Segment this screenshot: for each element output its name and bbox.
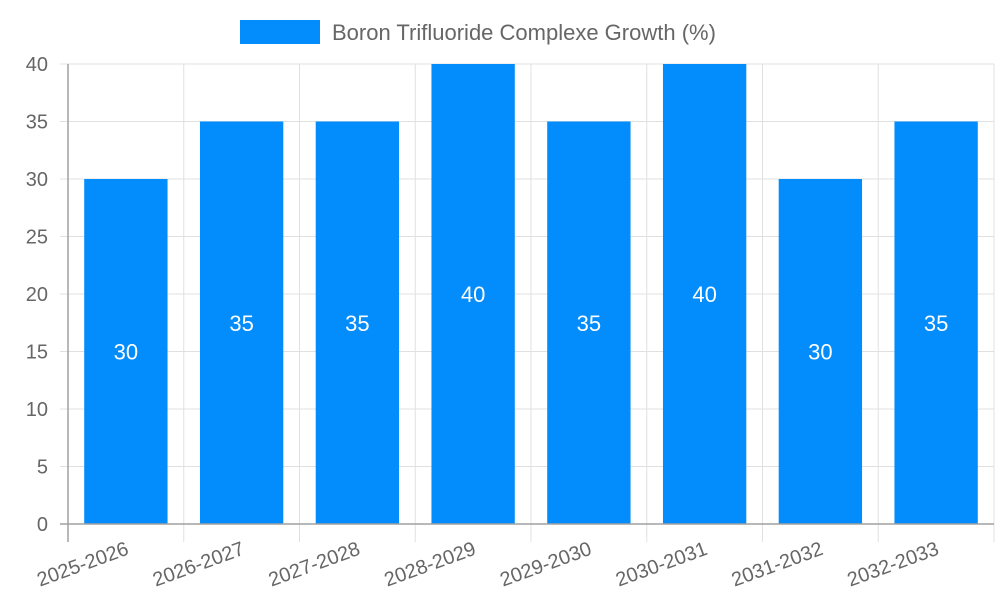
y-tick-label: 5 <box>37 457 48 479</box>
y-tick-label: 20 <box>26 284 48 306</box>
bar-2028-2029[interactable]: 40 <box>431 64 515 524</box>
bar-2032-2033[interactable]: 35 <box>894 121 978 525</box>
x-tick-label: 2025-2026 <box>34 538 131 591</box>
bar-2026-2027[interactable]: 35 <box>199 121 284 525</box>
bar-value-label: 30 <box>808 340 832 365</box>
bar-value-label: 35 <box>924 311 948 336</box>
bar[interactable] <box>662 64 747 524</box>
x-tick-label: 2026-2027 <box>150 538 247 591</box>
bar-value-label: 35 <box>229 311 253 336</box>
bars: 30 35 35 40 35 40 30 35 <box>84 64 978 524</box>
bar-value-label: 35 <box>577 311 601 336</box>
y-tick-label: 10 <box>26 399 48 421</box>
bar-2030-2031[interactable]: 40 <box>662 64 747 524</box>
y-tick-label: 0 <box>37 514 48 536</box>
x-tick-label: 2030-2031 <box>613 538 710 591</box>
bar[interactable] <box>547 121 631 525</box>
x-tick-label: 2027-2028 <box>266 538 363 591</box>
bar-value-label: 35 <box>345 311 369 336</box>
y-tick-label: 40 <box>26 54 48 76</box>
y-tick-label: 35 <box>26 112 48 134</box>
x-tick-label: 2029-2030 <box>497 538 594 591</box>
y-tick-label: 25 <box>26 227 48 249</box>
bar-2029-2030[interactable]: 35 <box>547 121 631 525</box>
bar[interactable] <box>778 179 863 524</box>
bar[interactable] <box>431 64 515 524</box>
bar-value-label: 40 <box>461 282 485 307</box>
bar-2025-2026[interactable]: 30 <box>84 179 168 524</box>
bar[interactable] <box>199 121 284 525</box>
bar[interactable] <box>894 121 978 525</box>
legend-label: Boron Trifluoride Complexe Growth (%) <box>332 20 716 45</box>
legend[interactable]: Boron Trifluoride Complexe Growth (%) <box>240 20 716 45</box>
y-tick-label: 15 <box>26 342 48 364</box>
bar-2031-2032[interactable]: 30 <box>778 179 863 524</box>
y-tick-label: 30 <box>26 169 48 191</box>
legend-swatch <box>240 20 320 44</box>
bar-value-label: 40 <box>692 282 716 307</box>
x-tick-label: 2031-2032 <box>729 538 826 591</box>
x-tick-label: 2028-2029 <box>381 538 478 591</box>
x-axis-tick-labels: 2025-2026 2026-2027 2027-2028 2028-2029 2029… <box>34 538 942 591</box>
y-axis-tick-labels: 0 5 10 15 20 25 30 35 40 <box>26 54 48 536</box>
axes <box>60 64 994 542</box>
x-tick-label: 2032-2033 <box>844 538 941 591</box>
bar[interactable] <box>84 179 168 524</box>
bar-2027-2028[interactable]: 35 <box>315 121 400 525</box>
bar-value-label: 30 <box>114 340 138 365</box>
bar[interactable] <box>315 121 400 525</box>
